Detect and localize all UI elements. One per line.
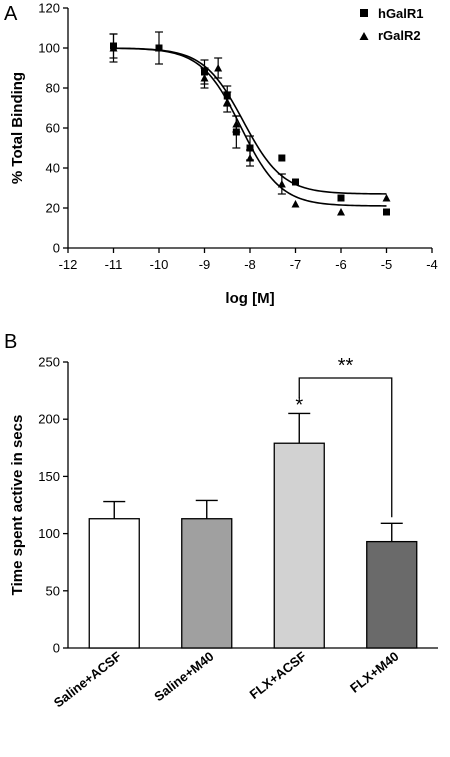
x-tick-label: -9 bbox=[199, 257, 211, 272]
panel-a-binding-curve: A % Total Binding log [M] 0 20 40 60 80 100 12… bbox=[4, 1, 438, 308]
panel-a-data-points bbox=[109, 31, 391, 216]
data-point-triangle bbox=[291, 200, 300, 208]
panel-b-y-axis-title: Time spent active in secs bbox=[9, 415, 26, 596]
legend-label-rgalr2: rGalR2 bbox=[378, 28, 421, 43]
fit-curve-rgalr2 bbox=[113, 47, 387, 207]
panel-a-fit-curves bbox=[113, 47, 387, 207]
y-tick-label: 80 bbox=[46, 81, 60, 96]
significance-star: * bbox=[295, 394, 303, 416]
y-tick-label: 0 bbox=[53, 241, 60, 256]
data-point-triangle bbox=[277, 180, 286, 188]
data-point-triangle bbox=[214, 64, 223, 72]
data-point-square bbox=[292, 178, 299, 186]
category-label: FLX+ACSF bbox=[247, 649, 309, 702]
data-point-square bbox=[246, 144, 254, 152]
x-tick-label: -10 bbox=[150, 257, 169, 272]
panel-a-label: A bbox=[4, 3, 18, 25]
legend-label-hgalr1: hGalR1 bbox=[378, 6, 424, 21]
y-tick-label: 50 bbox=[46, 583, 60, 598]
data-point-triangle bbox=[232, 120, 241, 128]
category-label: Saline+M40 bbox=[151, 649, 216, 705]
y-tick-label: 120 bbox=[38, 1, 60, 16]
panel-a-x-axis-title: log [M] bbox=[225, 290, 274, 307]
bar-flx-acsf bbox=[273, 442, 325, 649]
x-tick-label: -5 bbox=[381, 257, 393, 272]
data-point-triangle bbox=[200, 74, 209, 82]
y-tick-label: 20 bbox=[46, 201, 60, 216]
data-point-triangle bbox=[155, 44, 163, 52]
category-label: FLX+M40 bbox=[347, 649, 401, 696]
bar-flx-m40 bbox=[366, 540, 418, 649]
data-point-square bbox=[278, 154, 286, 162]
data-point-triangle bbox=[246, 154, 254, 162]
y-tick-label: 100 bbox=[38, 41, 60, 56]
x-tick-label: -12 bbox=[59, 257, 78, 272]
panel-b-label: B bbox=[4, 331, 17, 353]
x-tick-label: -7 bbox=[290, 257, 302, 272]
y-tick-label: 150 bbox=[38, 469, 60, 484]
panel-b-bars bbox=[88, 412, 418, 649]
bar-saline-m40 bbox=[181, 518, 233, 649]
x-tick-label: -6 bbox=[335, 257, 347, 272]
y-tick-label: 250 bbox=[38, 355, 60, 370]
x-tick-label: -11 bbox=[105, 257, 123, 272]
fit-curve-hgalr1 bbox=[113, 47, 387, 195]
panel-b-category-labels: Saline+ACSF Saline+M40 FLX+ACSF FLX+M40 bbox=[51, 649, 402, 711]
category-label: Saline+ACSF bbox=[51, 649, 124, 711]
significance-bracket bbox=[298, 377, 393, 518]
data-point-square bbox=[383, 208, 390, 216]
data-point-triangle bbox=[382, 194, 391, 202]
data-point-triangle bbox=[337, 208, 345, 216]
y-tick-label: 0 bbox=[53, 641, 60, 656]
x-tick-label: -4 bbox=[426, 257, 438, 272]
panel-a-legend: hGalR1 rGalR2 bbox=[359, 6, 424, 43]
data-point-triangle bbox=[223, 98, 232, 106]
y-tick-label: 40 bbox=[46, 161, 60, 176]
y-tick-label: 100 bbox=[38, 526, 60, 541]
panel-a-axes: 0 20 40 60 80 100 120 -12 -11 -10 -9 -8 -7 -6 -5 -4 bbox=[38, 1, 437, 273]
bar-saline-acsf bbox=[88, 518, 140, 649]
data-point-triangle bbox=[109, 44, 118, 52]
y-tick-label: 60 bbox=[46, 121, 60, 136]
data-point-square bbox=[337, 194, 345, 202]
panel-b-activity-bars: B Time spent active in secs 0 50 100 150 200… bbox=[4, 331, 438, 710]
panel-b-significance: *** bbox=[295, 355, 393, 518]
x-tick-label: -8 bbox=[244, 257, 256, 272]
significance-double-star: ** bbox=[338, 355, 354, 377]
panel-a-y-axis-title: % Total Binding bbox=[9, 72, 26, 184]
legend-square-marker bbox=[360, 9, 368, 17]
y-tick-label: 200 bbox=[38, 412, 60, 427]
legend-triangle-marker bbox=[359, 32, 369, 40]
